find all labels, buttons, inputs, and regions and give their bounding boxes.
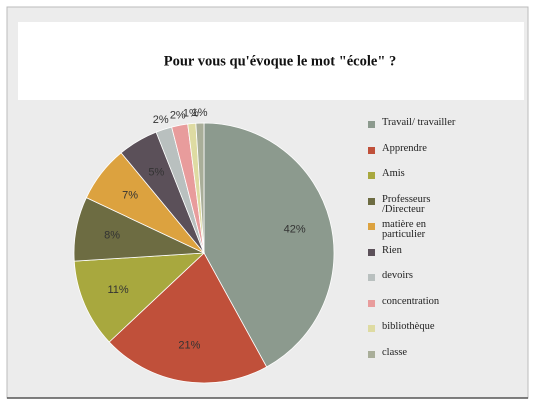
data-label: 8%: [104, 229, 120, 241]
legend-label: Apprendre: [382, 142, 427, 154]
data-label: 21%: [178, 339, 200, 351]
data-label: 7%: [122, 190, 138, 202]
data-label: 42%: [284, 224, 306, 236]
legend-label: Amis: [382, 168, 405, 179]
data-label: 1%: [183, 108, 199, 120]
data-label: 11%: [107, 284, 128, 296]
pie-slice: [203, 122, 335, 368]
data-label: 5%: [148, 166, 164, 178]
legend-swatch: [368, 274, 375, 281]
legend-swatch: [368, 350, 375, 358]
legend-swatch: [368, 223, 375, 230]
legend-item: bibliothèque: [366, 321, 462, 332]
legend-item: Apprendre: [366, 142, 462, 154]
legend-swatch: [368, 146, 375, 154]
data-label: 2%: [153, 114, 169, 126]
legend-label: concentration: [382, 295, 440, 307]
data-label: 1%: [192, 107, 208, 119]
legend-item: Travail/ travailler: [366, 117, 462, 128]
legend-label: Travail/ travailler: [382, 117, 456, 128]
legend-swatch: [368, 172, 375, 179]
title-box: [18, 22, 524, 100]
legend-item: devoirs: [366, 270, 462, 281]
legend-swatch: [368, 197, 375, 205]
legend-item: concentration: [366, 295, 462, 307]
legend-label: Rien: [382, 244, 402, 256]
legend-item: matière en particulier: [366, 219, 462, 240]
chart-title: Pour vous qu'évoque le mot "école" ?: [164, 53, 397, 69]
legend-label: classe: [382, 346, 408, 358]
legend-item: Amis: [366, 168, 462, 179]
legend-label: devoirs: [382, 270, 413, 281]
data-label: 2%: [170, 109, 186, 121]
legend-item: Rien: [366, 244, 462, 256]
legend-swatch: [368, 121, 375, 128]
pie-slice: [108, 252, 268, 384]
legend-label: matière en particulier: [382, 219, 427, 240]
legend-label: bibliothèque: [382, 321, 435, 332]
pie-slice: [73, 252, 206, 343]
legend-swatch: [368, 248, 375, 256]
legend-item: Professeurs /Directeur: [366, 193, 462, 215]
legend-item: classe: [366, 346, 462, 358]
legend-swatch: [368, 325, 375, 332]
legend-swatch: [368, 299, 375, 307]
legend-label: Professeurs /Directeur: [382, 193, 431, 215]
pie-slice: [195, 122, 205, 254]
